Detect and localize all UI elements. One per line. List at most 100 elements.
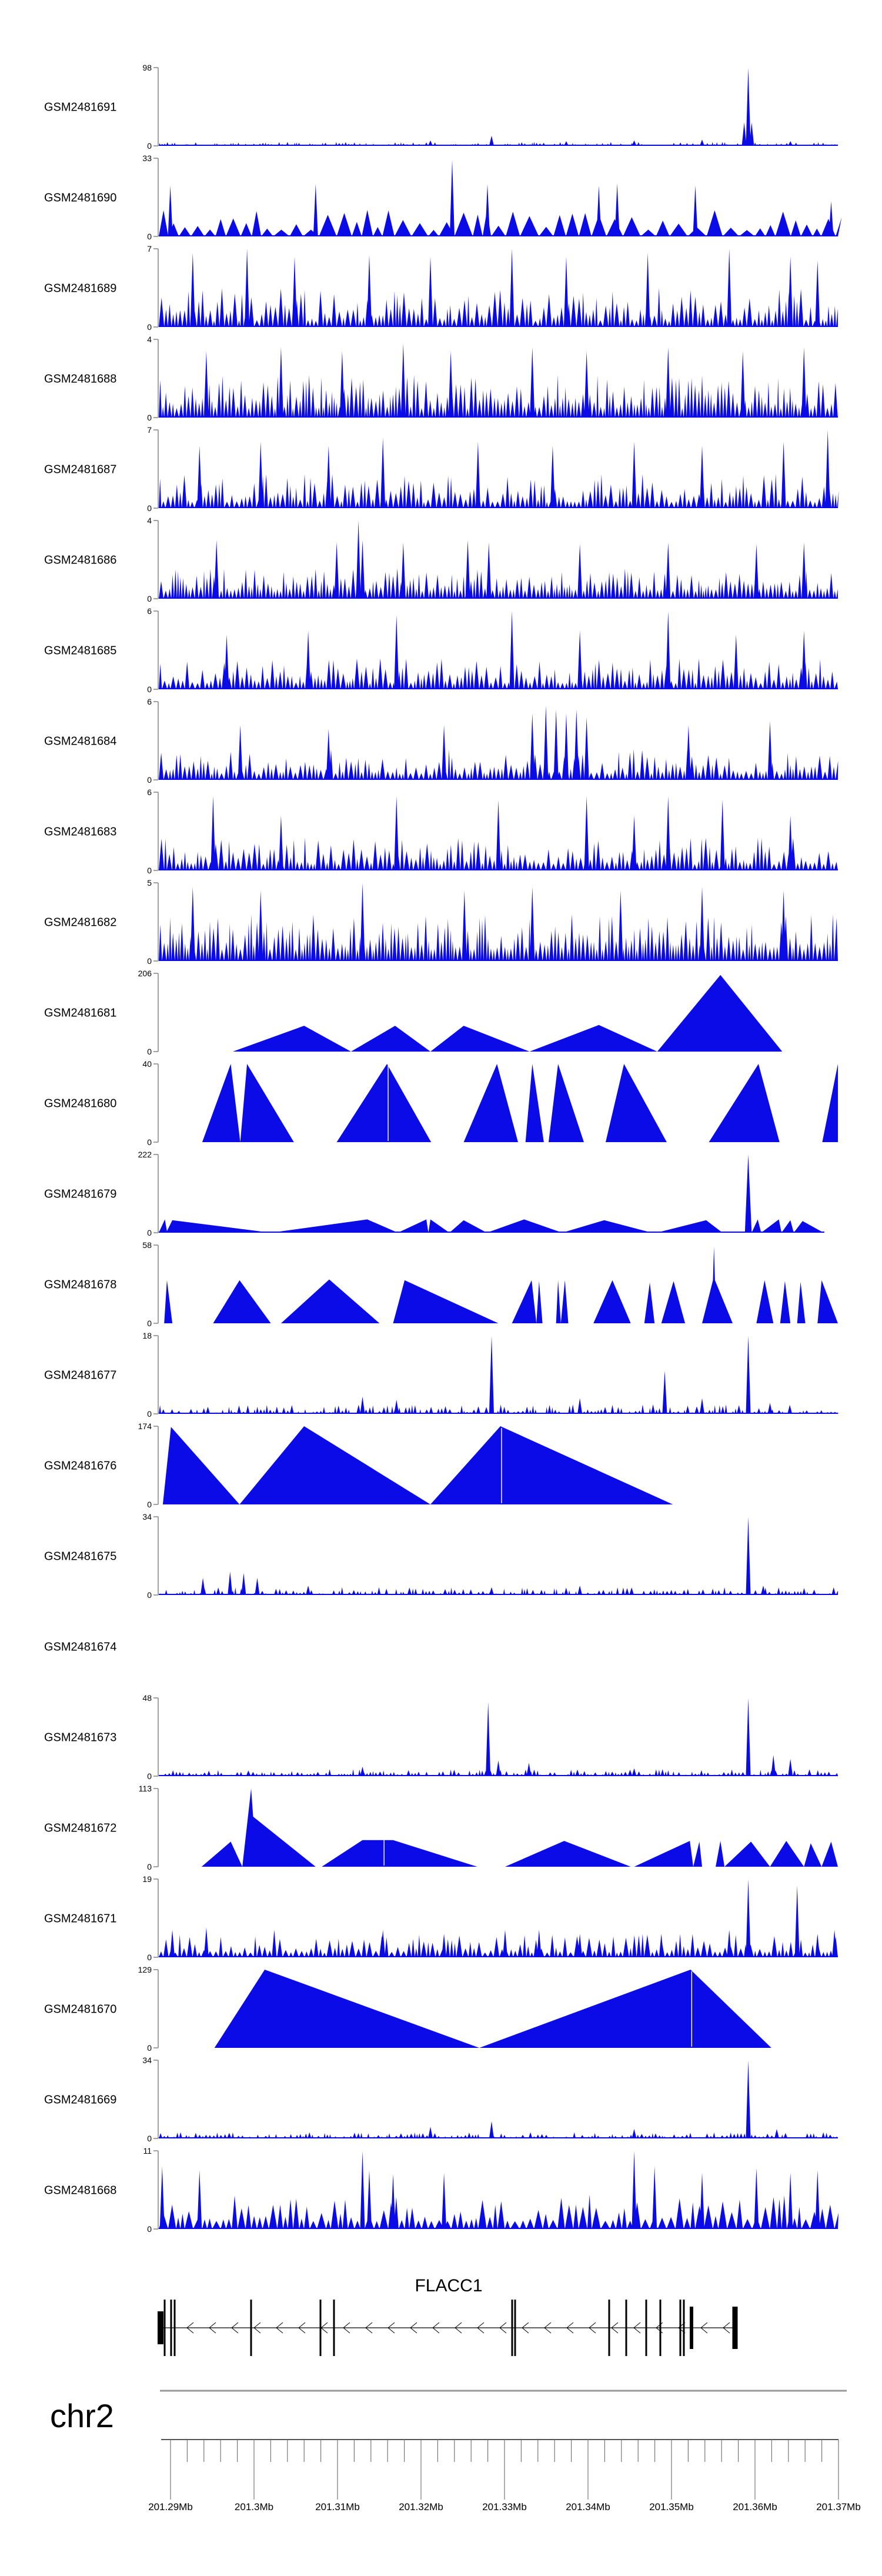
signal-spike bbox=[462, 890, 467, 961]
y-max-label: 58 bbox=[142, 1240, 152, 1250]
y-max-label: 206 bbox=[138, 969, 152, 978]
signal-spike bbox=[292, 256, 297, 327]
signal-spike bbox=[788, 256, 793, 327]
signal-spike bbox=[380, 1930, 386, 1957]
signal-spike bbox=[442, 725, 447, 780]
signal-spike bbox=[815, 2170, 820, 2229]
signal-spike bbox=[741, 122, 747, 146]
signal-noise bbox=[159, 142, 838, 146]
y-max-label: 5 bbox=[147, 878, 152, 887]
signal-spike bbox=[496, 800, 501, 870]
signal-spike bbox=[367, 2170, 372, 2229]
track-label: GSM2481668 bbox=[44, 2184, 116, 2197]
exon-bar bbox=[625, 2300, 627, 2356]
signal-spike bbox=[448, 351, 453, 418]
y-zero-label: 0 bbox=[147, 2224, 152, 2234]
signal-noise bbox=[159, 749, 838, 780]
signal-spike bbox=[168, 185, 173, 236]
track-GSM2481689: GSM2481689 7 0 bbox=[44, 244, 838, 332]
y-zero-label: 0 bbox=[147, 1862, 152, 1871]
signal-spike bbox=[794, 1885, 800, 1957]
track-label: GSM2481680 bbox=[44, 1097, 116, 1110]
y-max-label: 222 bbox=[138, 1150, 152, 1159]
signal-spike bbox=[564, 713, 569, 780]
strand-chevron-icon bbox=[544, 2322, 552, 2334]
signal-spike bbox=[727, 1930, 732, 1957]
track-label: GSM2481676 bbox=[44, 1460, 116, 1473]
signal-spike bbox=[313, 183, 318, 236]
strand-chevron-icon bbox=[410, 2322, 417, 2334]
track-GSM2481691: GSM2481691 98 0 bbox=[44, 63, 838, 151]
signal-spike bbox=[815, 260, 820, 327]
signal-spike bbox=[550, 445, 555, 508]
signal-spike bbox=[788, 141, 793, 146]
exon-bar bbox=[173, 2300, 176, 2356]
ruler-coordinate-label: 201.36Mb bbox=[733, 2501, 777, 2512]
signal-spike bbox=[584, 351, 589, 418]
y-zero-label: 0 bbox=[147, 503, 152, 513]
signal-noise bbox=[159, 1769, 838, 1776]
strand-chevron-icon bbox=[455, 2322, 462, 2334]
track-label: GSM2481687 bbox=[44, 463, 116, 476]
y-max-label: 4 bbox=[147, 335, 152, 344]
y-max-label: 34 bbox=[142, 2056, 152, 2065]
signal-noise bbox=[159, 1934, 838, 1957]
y-zero-label: 0 bbox=[147, 1137, 152, 1147]
y-zero-label: 0 bbox=[147, 594, 152, 603]
track-GSM2481686: GSM2481686 4 0 bbox=[44, 516, 838, 603]
exon-bar bbox=[511, 2300, 513, 2356]
signal-spike bbox=[428, 2127, 433, 2138]
signal-spike bbox=[203, 351, 209, 418]
signal-spike bbox=[530, 886, 535, 961]
signal-spike bbox=[428, 256, 433, 327]
signal-spike bbox=[245, 249, 250, 327]
signal-spike bbox=[746, 1336, 751, 1414]
y-max-label: 11 bbox=[143, 2146, 152, 2155]
signal-spike bbox=[465, 540, 470, 599]
track-label: GSM2481688 bbox=[44, 373, 116, 386]
exon-bar bbox=[158, 2311, 163, 2344]
ruler-coordinate-label: 201.35Mb bbox=[649, 2501, 694, 2512]
signal-spike bbox=[360, 540, 365, 599]
signal-spike bbox=[334, 542, 339, 599]
strand-chevron-icon bbox=[723, 2322, 730, 2334]
track-GSM2481687: GSM2481687 7 0 bbox=[44, 425, 839, 513]
exon-bar bbox=[170, 2300, 172, 2356]
track-GSM2481682: GSM2481682 5 0 bbox=[44, 878, 838, 966]
signal-spike bbox=[536, 1930, 542, 1957]
signal-spike bbox=[666, 347, 671, 418]
y-max-label: 6 bbox=[147, 788, 152, 797]
track-GSM2481672: GSM2481672 113 0 bbox=[44, 1784, 838, 1871]
signal-spike bbox=[278, 347, 283, 418]
signal-spike bbox=[564, 141, 569, 146]
track-label: GSM2481681 bbox=[44, 1007, 116, 1020]
signal-spike bbox=[190, 886, 195, 961]
signal-spike bbox=[700, 445, 704, 508]
strand-chevron-icon bbox=[387, 2322, 395, 2334]
signal-spike bbox=[754, 2168, 759, 2229]
signal-spike bbox=[801, 630, 807, 689]
signal-spike bbox=[767, 721, 773, 780]
signal-noise bbox=[159, 568, 838, 599]
ruler-coordinate-label: 201.32Mb bbox=[399, 2501, 443, 2512]
signal-spike bbox=[584, 796, 589, 870]
signal-baseline bbox=[159, 145, 838, 146]
signal-peaks bbox=[164, 1246, 838, 1323]
signal-spike bbox=[530, 347, 535, 418]
y-max-label: 7 bbox=[147, 244, 152, 253]
signal-spike bbox=[360, 2151, 365, 2229]
track-GSM2481688: GSM2481688 4 0 bbox=[44, 335, 840, 422]
signal-spike bbox=[530, 713, 535, 780]
signal-spike bbox=[356, 520, 361, 599]
signal-spike bbox=[485, 183, 490, 236]
signal-spike bbox=[306, 1586, 311, 1595]
exon-bar bbox=[319, 2300, 322, 2356]
signal-spike bbox=[632, 2151, 637, 2229]
signal-spike bbox=[489, 2121, 494, 2138]
y-zero-label: 0 bbox=[147, 1590, 152, 1600]
strand-chevron-icon bbox=[633, 2322, 641, 2334]
track-GSM2481669: GSM2481669 34 0 bbox=[44, 2056, 838, 2143]
strand-chevron-icon bbox=[678, 2322, 686, 2334]
